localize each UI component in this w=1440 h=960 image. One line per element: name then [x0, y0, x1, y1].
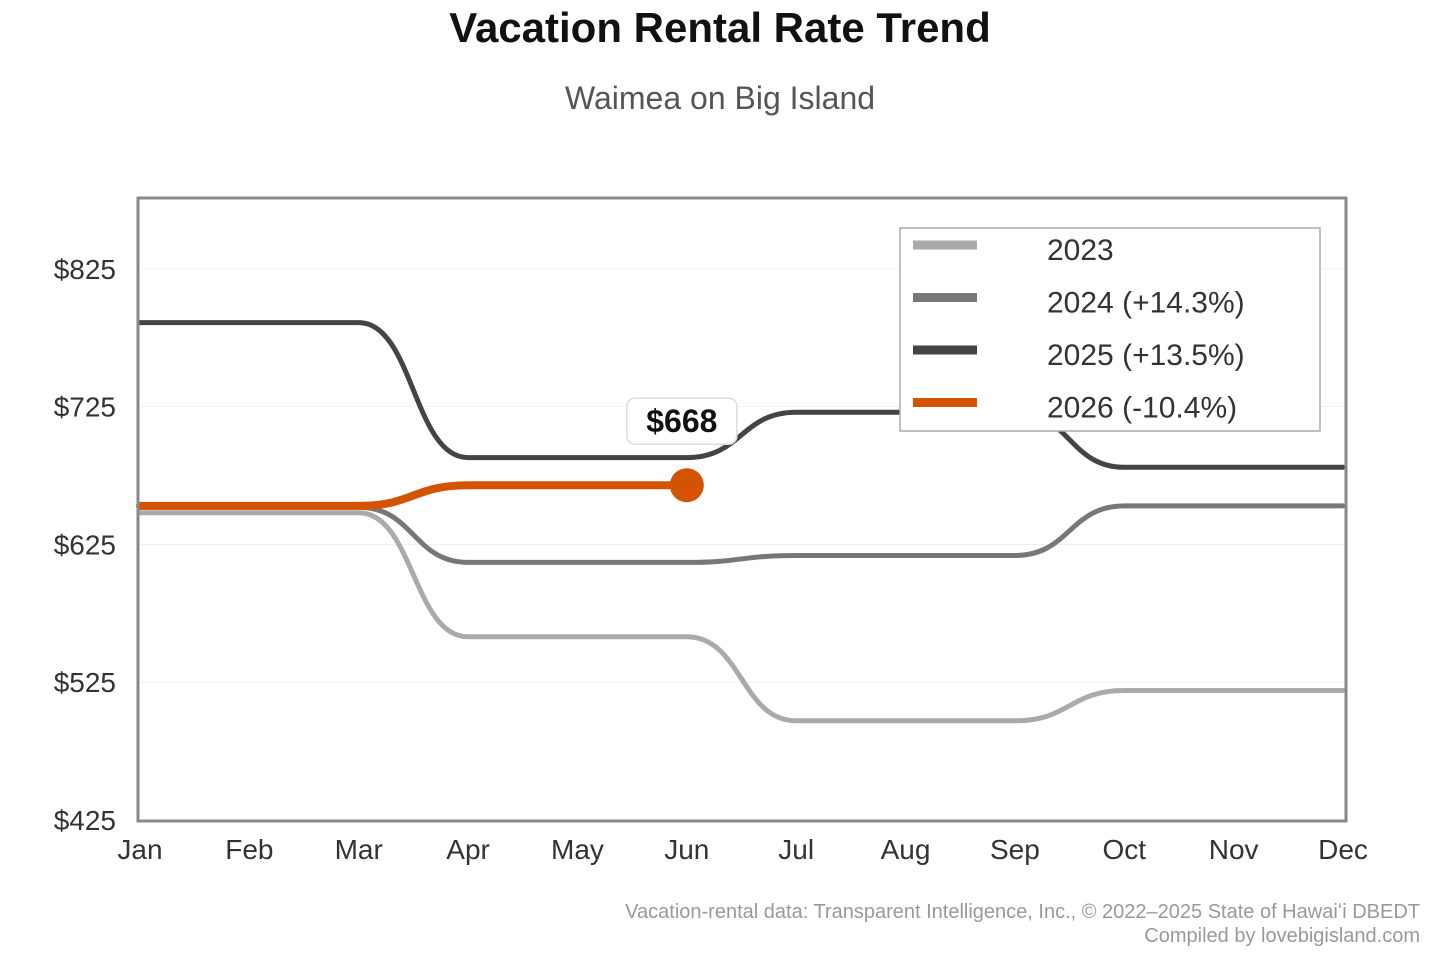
x-tick-label: Sep [990, 834, 1040, 865]
source-line-2: Compiled by lovebigisland.com [1144, 925, 1420, 947]
source-credit: Vacation-rental data: Transparent Intell… [625, 900, 1420, 948]
y-tick-label: $525 [54, 667, 116, 698]
x-tick-label: Dec [1318, 834, 1368, 865]
y-tick-label: $425 [54, 805, 116, 836]
y-axis-ticks: $425 $525 $625 $725 $825 [54, 254, 116, 836]
legend-label: 2023 [1047, 234, 1114, 267]
x-tick-label: May [551, 834, 604, 865]
y-tick-label: $825 [54, 254, 116, 285]
series-line [136, 481, 691, 510]
x-tick-label: Apr [446, 834, 490, 865]
x-tick-label: Nov [1209, 834, 1259, 865]
x-tick-label: Jan [117, 834, 162, 865]
x-tick-label: Jul [778, 834, 814, 865]
y-tick-label: $725 [54, 392, 116, 423]
x-tick-label: Jun [664, 834, 709, 865]
y-tick-label: $625 [54, 529, 116, 560]
x-tick-label: Mar [335, 834, 383, 865]
source-line-1: Vacation-rental data: Transparent Intell… [625, 901, 1420, 923]
legend-label: 2024 (+14.3%) [1047, 287, 1245, 320]
series-line [137, 510, 1346, 724]
x-tick-label: Feb [225, 834, 273, 865]
plot-frame [136, 196, 1348, 823]
callout-label: $668 [646, 403, 717, 439]
legend-label: 2025 (+13.5%) [1047, 339, 1245, 372]
legend-label: 2026 (-10.4%) [1047, 392, 1237, 425]
x-tick-label: Aug [881, 834, 931, 865]
x-tick-label: Oct [1102, 834, 1146, 865]
x-axis-ticks: Jan Feb Mar Apr May Jun Jul Aug Sep Oct Nov Dec [117, 834, 1367, 865]
callout: $668 [626, 397, 738, 503]
last-value-dot [669, 468, 704, 503]
legend: 2023 2024 (+14.3%) 2025 (+13.5%) 2026 (-10.… [899, 227, 1321, 432]
chart-title: Vacation Rental Rate Trend [449, 4, 991, 51]
chart-subtitle: Waimea on Big Island [564, 80, 876, 116]
legend-box [899, 227, 1321, 432]
callout-box [626, 397, 738, 445]
